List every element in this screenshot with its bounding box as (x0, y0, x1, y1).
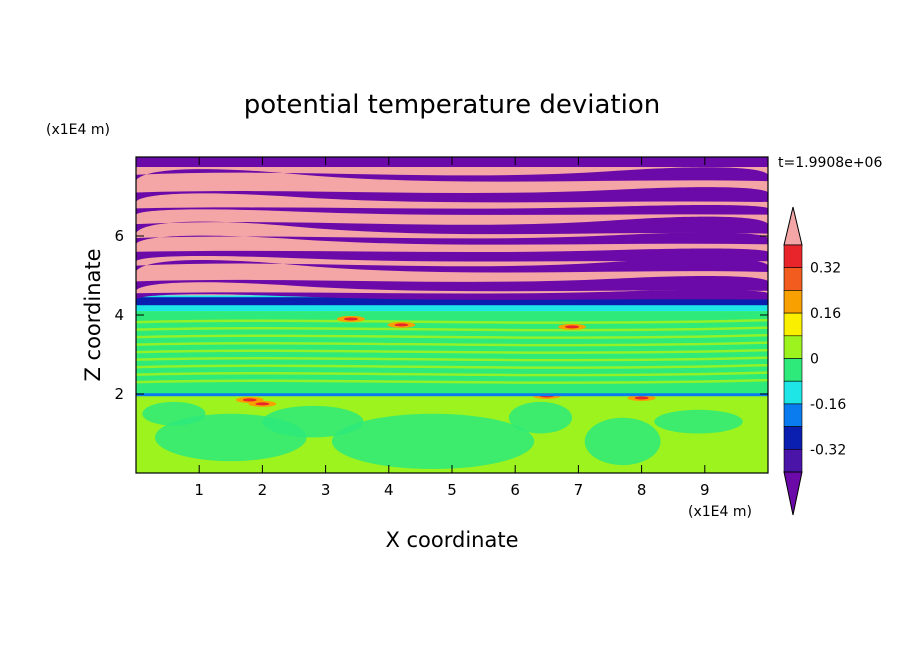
field-patch-4 (508, 401, 573, 434)
cold-stripe-0 (136, 289, 768, 300)
field-streak-7 (136, 326, 768, 332)
colorbar-label-2: 0 (810, 352, 819, 368)
contour-field (136, 157, 768, 473)
colorbar-box-1 (783, 267, 803, 291)
x-unit-label: (x1E4 m) (688, 504, 752, 520)
y-tick-label-2: 2 (114, 385, 124, 403)
field-streak-1 (136, 371, 768, 377)
colorbar-bottom-arrow (783, 471, 803, 516)
colorbar-label-1: 0.16 (810, 306, 841, 322)
colorbar-box-9 (783, 448, 803, 473)
colorbar-box-6 (783, 380, 803, 405)
x-tick-label-9: 9 (700, 481, 710, 499)
colorbar-box-2 (783, 290, 803, 314)
colorbar-box-0 (783, 244, 803, 269)
cold-stripe-3 (136, 248, 768, 262)
field-streak-0 (136, 378, 768, 384)
field-streak-3 (136, 356, 768, 362)
field-streak-4 (136, 348, 768, 354)
y-axis-title: Z coordinate (81, 248, 105, 381)
field-streak-8 (136, 318, 768, 324)
hot-spot-6 (343, 317, 358, 321)
colorbar-box-5 (783, 358, 803, 382)
field-streak-2 (136, 363, 768, 369)
cold-strip (136, 393, 768, 397)
hot-spot-0 (242, 398, 257, 402)
chart-title: potential temperature deviation (244, 90, 660, 120)
cold-stripe-1 (136, 275, 768, 292)
colorbar-label-4: -0.32 (810, 442, 846, 458)
hot-spot-1 (255, 402, 270, 406)
cold-stripe-4 (136, 232, 768, 245)
field-patch-5 (142, 401, 206, 426)
y-tick-label-6: 6 (114, 227, 124, 245)
colorbar-box-7 (783, 403, 803, 427)
cold-stripe-7 (136, 187, 768, 203)
x-axis: 1 2 3 4 5 6 7 8 9 (194, 157, 710, 499)
colorbar-label-0: 0.32 (810, 261, 841, 277)
colorbar-label-3: -0.16 (810, 397, 846, 413)
field-patch-3 (584, 417, 661, 466)
colorbar-box-4 (783, 335, 803, 359)
colorbar: 0.32 0.16 0 -0.16 -0.32 (783, 206, 846, 516)
cold-band (136, 297, 768, 306)
cold-stripe-5 (136, 216, 768, 235)
field-streak-6 (136, 333, 768, 339)
colorbar-top-arrow (783, 206, 803, 246)
x-tick-label-1: 1 (194, 481, 204, 499)
x-tick-label-5: 5 (447, 481, 457, 499)
y-axis: 2 4 6 (114, 227, 768, 403)
cold-stripe-8 (136, 167, 768, 182)
field-streak-5 (136, 341, 768, 347)
x-tick-label-8: 8 (637, 481, 647, 499)
field-patch-1 (331, 413, 535, 470)
colorbar-box-3 (783, 312, 803, 337)
field-patch-6 (654, 409, 743, 434)
x-tick-label-7: 7 (574, 481, 584, 499)
x-tick-label-4: 4 (384, 481, 394, 499)
hot-spot-4 (394, 323, 409, 327)
time-label: t=1.9908e+06 (778, 155, 882, 171)
x-tick-label-2: 2 (258, 481, 268, 499)
cold-stripe-6 (136, 205, 768, 215)
hot-spot-5 (565, 325, 580, 329)
x-tick-label-3: 3 (321, 481, 331, 499)
y-unit-label: (x1E4 m) (46, 122, 110, 138)
x-tick-label-6: 6 (510, 481, 520, 499)
cold-stripe-2 (136, 258, 768, 273)
hot-spot-3 (634, 396, 649, 400)
x-axis-title: X coordinate (385, 528, 518, 552)
y-tick-label-4: 4 (114, 306, 124, 324)
colorbar-box-8 (783, 426, 803, 450)
field-patch-2 (262, 405, 364, 438)
